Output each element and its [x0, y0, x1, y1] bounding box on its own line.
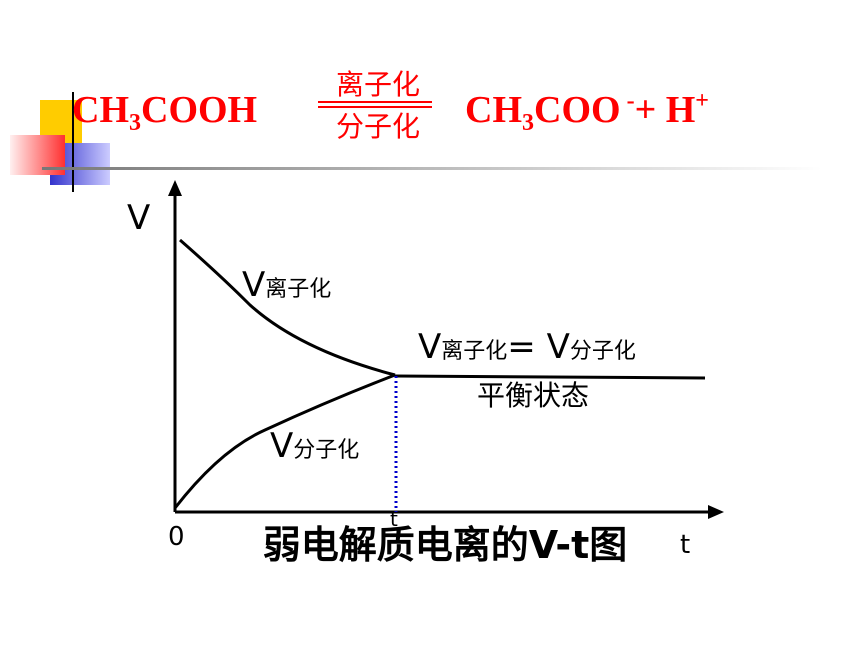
t1-label: t: [390, 507, 398, 531]
molecular-label: V分子化: [270, 426, 359, 466]
y-axis-label: V: [127, 198, 150, 238]
molecular-curve: [173, 373, 396, 509]
ionization-curve: [179, 238, 396, 377]
y-axis-arrow: [168, 180, 182, 196]
equilibrium-line: [394, 374, 706, 380]
reactant: CH3COOH: [72, 89, 257, 136]
graph: V t 0 t V离子化 V分子化 V离子化= V分子化 平衡状态: [127, 180, 724, 560]
origin-label: 0: [168, 522, 185, 552]
decoration: [10, 92, 822, 192]
horizontal-rule: [42, 167, 822, 170]
equilibrium-state: 平衡状态: [477, 379, 589, 412]
x-axis-label: t: [680, 530, 690, 560]
product: CH3COO -+ H+: [465, 88, 709, 136]
equilibrium-label: V离子化= V分子化: [418, 327, 636, 367]
ionization-label: V离子化: [242, 265, 331, 305]
forward-label: 离子化: [336, 68, 420, 101]
reverse-label: 分子化: [336, 110, 420, 143]
caption: 弱电解质电离的V-t图: [263, 523, 628, 567]
x-axis-arrow: [708, 505, 724, 519]
